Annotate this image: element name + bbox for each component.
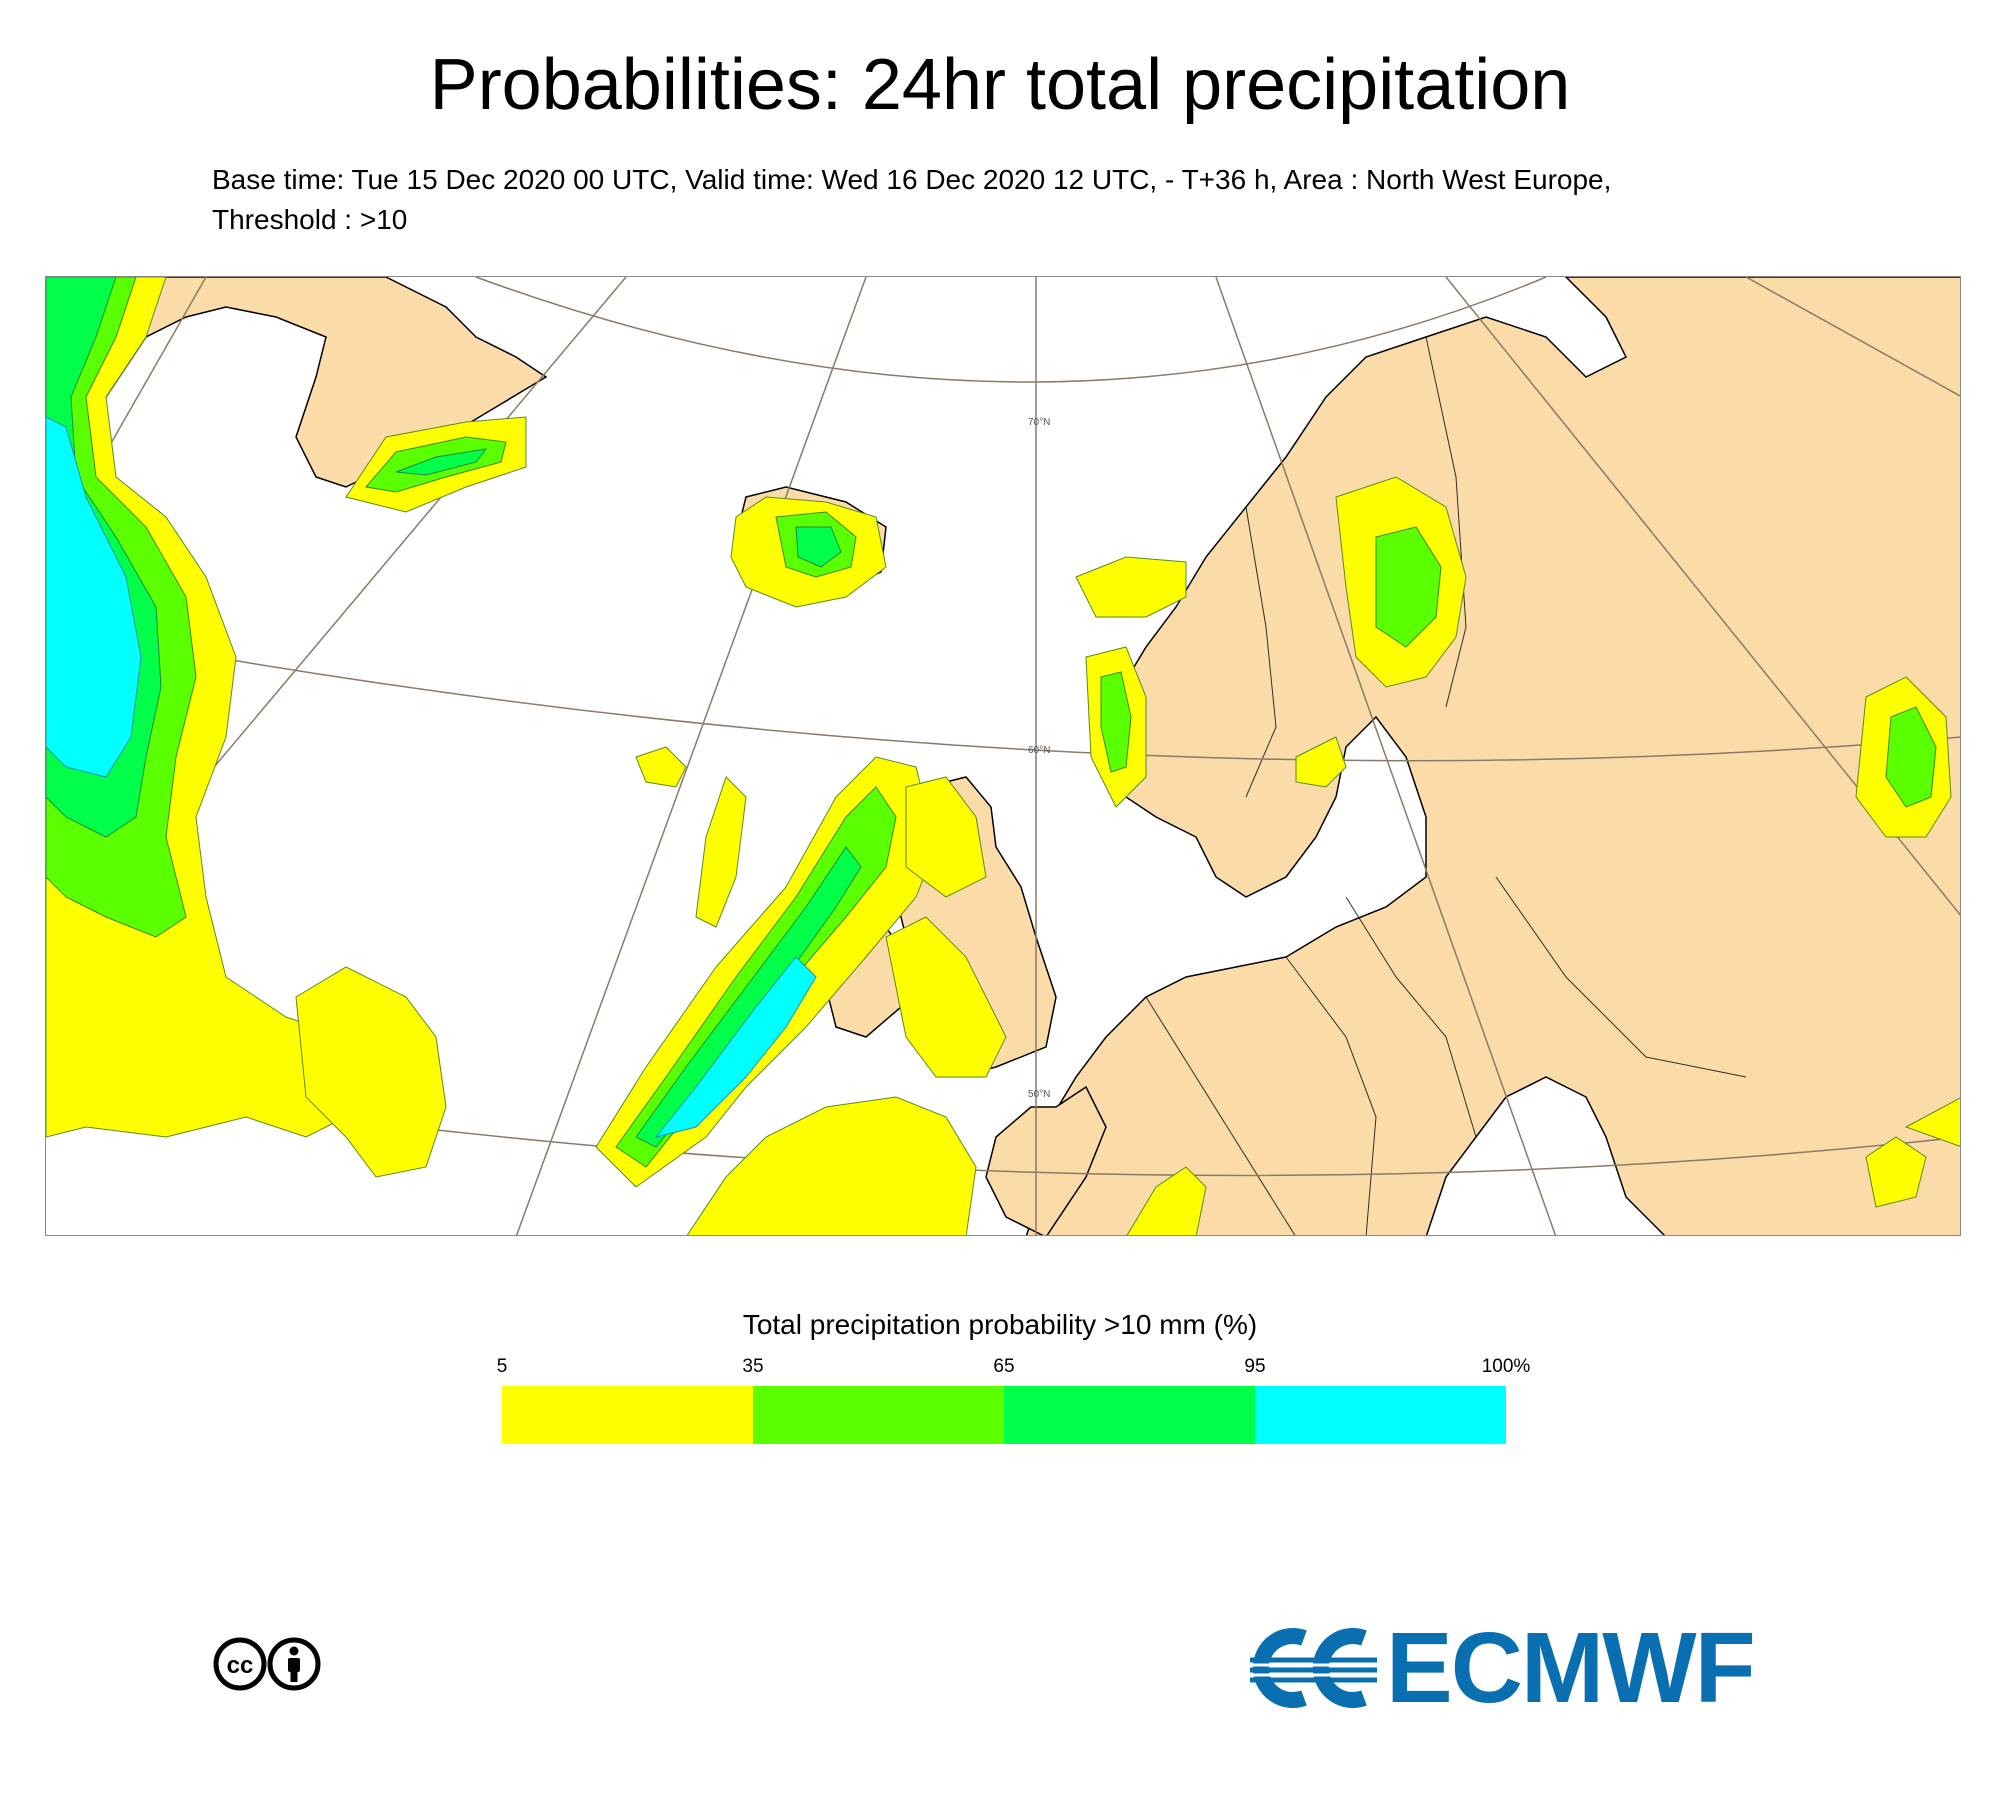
prob-95-100	[46, 416, 817, 1138]
ecmwf-emblem-icon	[1246, 1628, 1381, 1708]
legend-tick-100: 100%	[1481, 1356, 1531, 1377]
lat-label-60: 60°N	[1028, 745, 1050, 756]
subtitle-line-2: Threshold : >10	[212, 204, 408, 235]
field-iceland-inner	[795, 526, 842, 568]
field-west-atl-blob	[295, 966, 447, 1178]
field-norway-sw-mid	[1100, 671, 1132, 773]
subtitle-line-1: Base time: Tue 15 Dec 2020 00 UTC, Valid…	[212, 164, 1612, 195]
legend-tick-35: 35	[742, 1356, 764, 1377]
chart-subtitle: Base time: Tue 15 Dec 2020 00 UTC, Valid…	[212, 160, 1912, 240]
field-ireland-sw	[885, 916, 1007, 1078]
legend-color-bar	[502, 1386, 1506, 1444]
lat-label-70: 70°N	[1028, 417, 1050, 428]
field-atlantic-band-core	[654, 956, 817, 1138]
probability-map: 70°N 60°N 50°N	[46, 277, 1960, 1235]
field-france-sw	[1126, 1166, 1207, 1235]
legend-swatch-65-95	[1004, 1386, 1255, 1444]
ecmwf-wordmark: ECMWF	[1386, 1612, 1756, 1724]
field-greenland-strip-inner	[395, 448, 488, 476]
country-borders	[1145, 336, 1747, 1235]
legend-swatch-5-35	[502, 1386, 753, 1444]
lat-label-50: 50°N	[1028, 1089, 1050, 1100]
field-se-corner	[1904, 1097, 1960, 1147]
land-france	[985, 1085, 1107, 1235]
field-atlantic-band-south	[686, 1096, 977, 1235]
legend-title: Total precipitation probability >10 mm (…	[742, 1309, 1258, 1340]
field-atlantic-dot	[635, 746, 687, 788]
legend-swatch-35-65	[753, 1386, 1004, 1444]
land-eurasia	[1025, 277, 1960, 1235]
legend-ticks: 5 35 65 95 100%	[497, 1356, 1531, 1380]
legend-swatch-95-100	[1255, 1386, 1506, 1444]
field-norway-coast	[1075, 556, 1187, 618]
field-greenland-sea-core	[46, 416, 142, 778]
field-gulf-bothnia-mid	[1375, 526, 1442, 648]
chart-title: Probabilities: 24hr total precipitation	[429, 45, 1571, 125]
map-panel[interactable]: 70°N 60°N 50°N	[45, 276, 1961, 1236]
creative-commons-by-icon[interactable]: cc	[212, 1636, 322, 1692]
field-scotland-west	[905, 776, 987, 898]
graticule	[46, 277, 1960, 1235]
lat-labels: 70°N 60°N 50°N	[1028, 417, 1050, 1100]
field-russia-east-mid	[1885, 706, 1937, 808]
legend-tick-5: 5	[496, 1356, 508, 1377]
field-mid-atlantic-strip	[695, 776, 747, 928]
legend-tick-65: 65	[993, 1356, 1015, 1377]
svg-text:cc: cc	[227, 1652, 254, 1679]
legend-tick-95: 95	[1244, 1356, 1266, 1377]
field-black-sea-corner	[1865, 1136, 1927, 1208]
ecmwf-logo[interactable]: ECMWF	[1246, 1612, 1806, 1724]
field-norway-south	[1295, 736, 1347, 788]
